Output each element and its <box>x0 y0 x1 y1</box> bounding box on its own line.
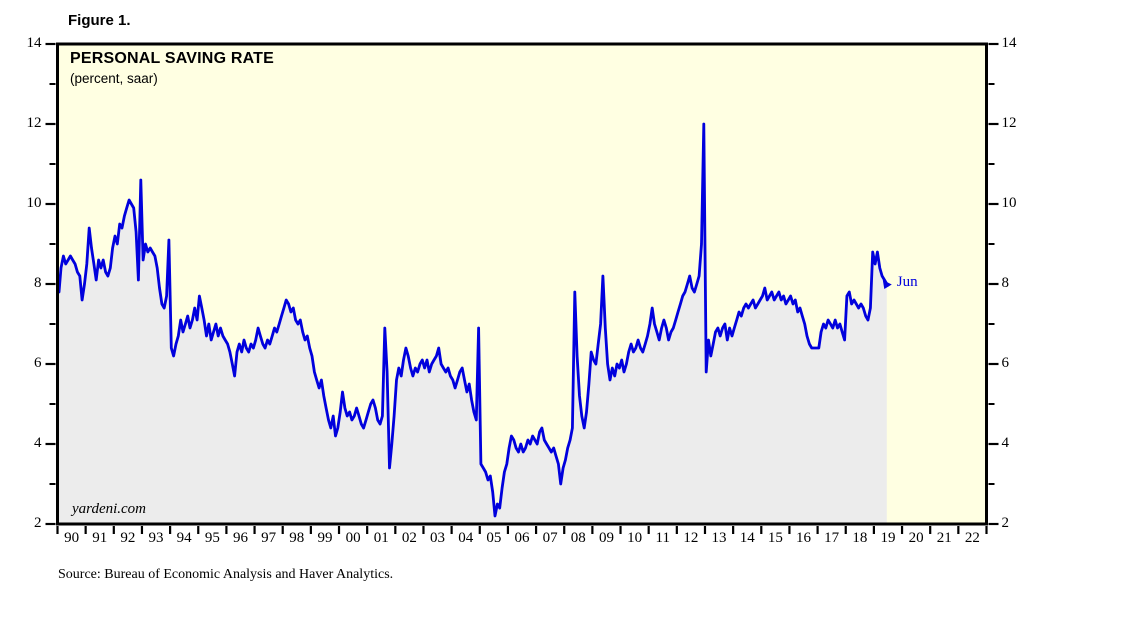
latest-point-arrow <box>882 280 892 289</box>
x-axis-label: 01 <box>373 530 389 546</box>
plot-border <box>56 42 988 526</box>
x-axis-label: 19 <box>880 530 896 546</box>
y-axis-label-left: 10 <box>26 195 42 211</box>
x-axis-label: 10 <box>627 530 643 546</box>
y-axis-label-right: 2 <box>1001 515 1010 531</box>
x-axis-label: 92 <box>120 530 136 546</box>
x-axis-label: 09 <box>598 530 614 546</box>
x-axis-label: 17 <box>824 530 840 546</box>
y-axis-label-left: 2 <box>34 515 42 531</box>
x-axis-label: 93 <box>148 530 164 546</box>
x-axis-label: 12 <box>683 530 699 546</box>
x-axis-label: 91 <box>92 530 108 546</box>
area-fill <box>59 124 887 524</box>
x-axis-label: 98 <box>289 530 305 546</box>
source-note: Source: Bureau of Economic Analysis and … <box>58 567 394 582</box>
x-axis-label: 00 <box>345 530 361 546</box>
x-axis-label: 14 <box>739 530 755 546</box>
saving-rate-line <box>57 122 889 518</box>
y-axis-label-right: 12 <box>1001 115 1017 131</box>
x-axis-label: 03 <box>430 530 446 546</box>
x-axis-label: 04 <box>458 530 474 546</box>
y-axis-label-right: 14 <box>1001 35 1017 51</box>
y-axis-label-right: 8 <box>1001 275 1010 291</box>
x-axis-label: 11 <box>655 530 670 546</box>
x-axis-label: 08 <box>570 530 586 546</box>
y-axis-label-right: 10 <box>1001 195 1017 211</box>
y-axis-label-left: 14 <box>26 35 42 51</box>
x-axis-label: 94 <box>176 530 192 546</box>
y-axis-label-left: 4 <box>34 435 42 451</box>
x-axis-label: 96 <box>232 530 248 546</box>
latest-point-label: Jun <box>896 274 918 290</box>
x-axis-label: 99 <box>317 530 333 546</box>
y-axis-label-right: 4 <box>1001 435 1010 451</box>
y-axis-label-left: 6 <box>34 355 42 371</box>
x-axis-label: 21 <box>936 530 952 546</box>
x-axis-label: 18 <box>852 530 868 546</box>
chart-subtitle: (percent, saar) <box>70 71 158 86</box>
y-axis-label-left: 12 <box>26 115 42 131</box>
x-axis-label: 05 <box>486 530 502 546</box>
x-axis-label: 07 <box>542 530 558 546</box>
x-axis-label: 15 <box>767 530 783 546</box>
watermark-yardeni: yardeni.com <box>72 501 147 517</box>
x-axis-label: 97 <box>261 530 277 546</box>
y-axis-label-right: 6 <box>1001 355 1010 371</box>
figure-label: Figure 1. <box>68 12 131 29</box>
x-axis-label: 16 <box>796 530 811 546</box>
chart-title: PERSONAL SAVING RATE <box>70 50 275 67</box>
x-axis-label: 20 <box>908 530 924 546</box>
x-axis-label: 13 <box>711 530 727 546</box>
x-axis-label: 22 <box>964 530 980 546</box>
x-axis-label: 02 <box>401 530 417 546</box>
x-axis-label: 90 <box>64 530 80 546</box>
y-axis-label-left: 8 <box>34 275 42 291</box>
x-axis-label: 95 <box>204 530 220 546</box>
x-axis-label: 06 <box>514 530 530 546</box>
